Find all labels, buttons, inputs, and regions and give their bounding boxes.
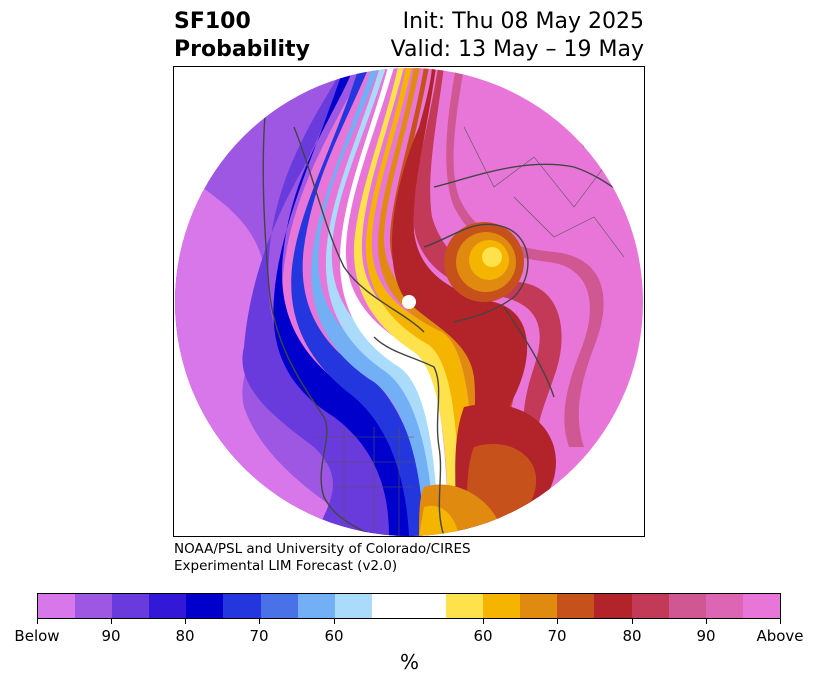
colorbar-swatch xyxy=(334,594,372,618)
title-variable: SF100 xyxy=(174,9,251,34)
colorbar-swatch xyxy=(705,594,743,618)
contour-below-mid xyxy=(242,68,404,536)
colorbar-tick-mark xyxy=(334,619,335,624)
colorbar-tick-mark xyxy=(483,619,484,624)
colorbar-tick-label: 60 xyxy=(473,627,493,645)
credit-line1: NOAA/PSL and University of Colorado/CIRE… xyxy=(174,541,471,557)
colorbar-swatch xyxy=(594,594,632,618)
init-date: Init: Thu 08 May 2025 xyxy=(402,9,644,34)
colorbar-swatch xyxy=(631,594,669,618)
colorbar-swatch xyxy=(186,594,224,618)
colorbar-tick-mark xyxy=(259,619,260,624)
contour-below-blue xyxy=(291,68,429,536)
colorbar-swatch xyxy=(408,594,447,618)
colorbar-tick-mark xyxy=(37,619,38,624)
contour-below-light xyxy=(311,68,436,536)
colorbar-swatch xyxy=(297,594,335,618)
colorbar-swatch xyxy=(149,594,187,618)
credit-line2: Experimental LIM Forecast (v2.0) xyxy=(174,558,398,574)
colorbar-tick-mark xyxy=(111,619,112,624)
colorbar-tick-label: 80 xyxy=(622,627,642,645)
colorbar-swatch xyxy=(520,594,558,618)
contour-above-rose xyxy=(413,68,562,447)
colorbar-swatch xyxy=(75,594,113,618)
colorbar-swatch xyxy=(742,594,780,618)
contour-below-core xyxy=(273,68,414,536)
colorbar-swatch xyxy=(223,594,261,618)
title-left: SF100 Probability xyxy=(174,8,310,64)
contour-below-purple xyxy=(175,167,374,536)
colorbar-swatch xyxy=(112,594,150,618)
colorbar-swatch xyxy=(668,594,706,618)
colorbar xyxy=(37,593,781,619)
colorbar-swatch xyxy=(557,594,595,618)
contour-spot-core xyxy=(482,247,502,267)
pole-marker xyxy=(402,295,416,309)
colorbar-swatch xyxy=(446,594,484,618)
contour-east-yellow xyxy=(419,505,459,536)
colorbar-swatch xyxy=(260,594,298,618)
map-panel xyxy=(173,66,645,537)
colorbar-tick-mark xyxy=(557,619,558,624)
colorbar-tick-label: 60 xyxy=(324,627,344,645)
valid-range: Valid: 13 May – 19 May xyxy=(390,37,644,62)
colorbar-tick-label: 90 xyxy=(696,627,716,645)
colorbar-tick-mark xyxy=(632,619,633,624)
colorbar-tick-label: 70 xyxy=(249,627,269,645)
colorbar-tick-mark xyxy=(780,619,781,624)
title-right: Init: Thu 08 May 2025 Valid: 13 May – 19… xyxy=(391,8,644,64)
contour-above-pink xyxy=(446,68,604,447)
credit: NOAA/PSL and University of Colorado/CIRE… xyxy=(174,541,471,575)
colorbar-tick-label: 90 xyxy=(101,627,121,645)
colorbar-tick-label: 80 xyxy=(175,627,195,645)
colorbar-tick-label: Below xyxy=(14,627,60,645)
colorbar-tick-label: Above xyxy=(756,627,804,645)
colorbar-tick-mark xyxy=(706,619,707,624)
polar-map xyxy=(175,68,643,536)
colorbar-tick-label: 70 xyxy=(547,627,567,645)
colorbar-swatch xyxy=(483,594,521,618)
colorbar-swatch xyxy=(371,594,409,618)
colorbar-swatch xyxy=(38,594,76,618)
coastlines xyxy=(262,76,643,536)
colorbar-unit: % xyxy=(399,650,419,674)
colorbar-tick-mark xyxy=(185,619,186,624)
title-product: Probability xyxy=(174,37,310,62)
